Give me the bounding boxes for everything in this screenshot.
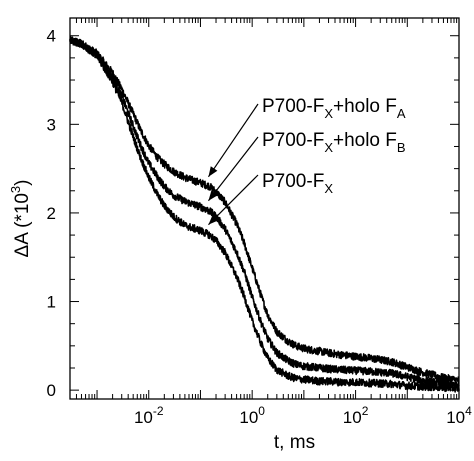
x-axis-title: t, ms <box>274 432 315 453</box>
y-tick-label: 3 <box>47 115 56 134</box>
y-axis-title: ΔA (*103) <box>8 179 33 257</box>
y-tick-label: 2 <box>47 204 56 223</box>
y-tick-label: 4 <box>47 27 56 46</box>
annotation-arrowhead <box>208 214 219 225</box>
annotation-arrow-line <box>207 103 259 178</box>
x-tick-label: 10-2 <box>134 404 164 427</box>
annotation-arrowhead <box>208 190 218 201</box>
annotation-holoFB: P700-FX+holo FB <box>262 130 406 155</box>
x-tick-label: 102 <box>343 404 369 427</box>
series-layer <box>69 35 460 393</box>
annotation-arrowhead <box>208 166 218 177</box>
series-line-holoFB <box>69 36 460 390</box>
y-tick-label: 1 <box>47 293 56 312</box>
annotation-PFX: P700-FX <box>262 171 333 196</box>
plot-frame <box>69 17 460 400</box>
annotation-layer: P700-FX+holo FA P700-FX+holo FB P700-FX <box>207 96 406 226</box>
y-tick-label: 0 <box>47 381 56 400</box>
x-tick-label: 104 <box>446 404 472 427</box>
annotation-holoFA: P700-FX+holo FA <box>262 96 406 121</box>
series-line-holoFA <box>69 35 460 385</box>
series-line-PFX <box>69 37 460 393</box>
annotation-arrow-line <box>208 174 259 226</box>
x-tick-label: 100 <box>239 404 265 427</box>
axes-layer: 10-2 100 102 104 0 1 2 3 4 t, ms ΔA (*103) <box>8 17 472 453</box>
annotation-arrow-line <box>207 136 259 202</box>
